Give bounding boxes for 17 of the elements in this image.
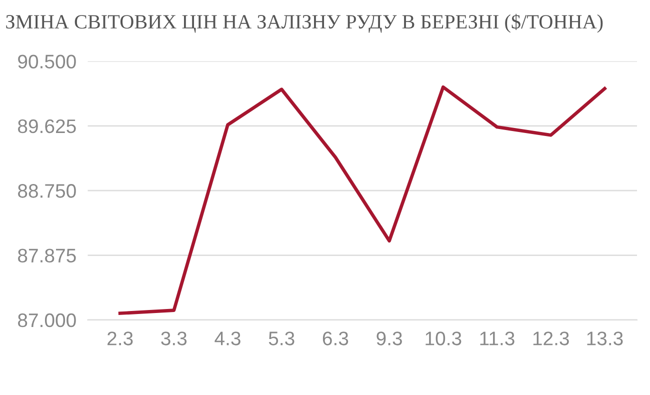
y-tick-label: 90.500: [18, 54, 76, 68]
line-series: [118, 85, 606, 315]
x-tick-label: 5.3: [268, 332, 294, 346]
x-tick-label: 6.3: [322, 332, 348, 346]
y-tick-label: 88.750: [18, 184, 76, 198]
x-tick-label: 2.3: [108, 332, 133, 346]
x-tick-label: 12.3: [533, 332, 569, 346]
x-tick-label: 4.3: [214, 332, 240, 346]
x-tick-label: 13.3: [587, 332, 623, 346]
x-tick-label: 3.3: [161, 332, 187, 346]
y-tick-label: 87.000: [18, 313, 76, 328]
x-tick-label: 10.3: [426, 332, 462, 346]
y-tick-label: 87.875: [18, 248, 76, 263]
x-tick-label: 9.3: [376, 332, 402, 346]
x-tick-label: 11.3: [480, 332, 514, 346]
chart-title: ЗМІНА СВІТОВИХ ЦІН НА ЗАЛІЗНУ РУДУ В БЕРЕЗНІ ($/ТОННА): [6, 14, 603, 33]
y-tick-label: 89.625: [18, 119, 76, 134]
